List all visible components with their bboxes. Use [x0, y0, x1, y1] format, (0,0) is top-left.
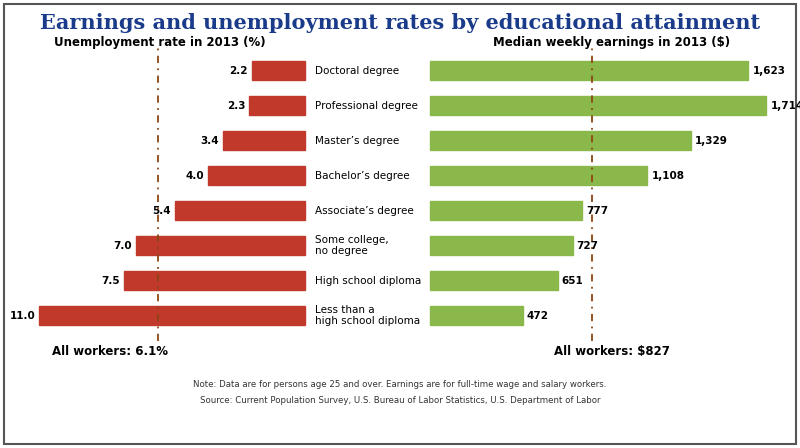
- Bar: [430, 202, 582, 220]
- Text: High school diploma: High school diploma: [315, 276, 422, 285]
- Bar: [223, 131, 305, 150]
- Text: 1,714: 1,714: [770, 100, 800, 111]
- Bar: [430, 131, 690, 150]
- Text: 1,329: 1,329: [694, 135, 728, 146]
- Text: 727: 727: [577, 241, 598, 250]
- Text: Note: Data are for persons age 25 and over. Earnings are for full-time wage and : Note: Data are for persons age 25 and ov…: [194, 379, 606, 388]
- Text: Some college,
no degree: Some college, no degree: [315, 235, 389, 256]
- Text: Median weekly earnings in 2013 ($): Median weekly earnings in 2013 ($): [494, 35, 730, 48]
- Text: All workers: 6.1%: All workers: 6.1%: [52, 345, 168, 358]
- Text: Master’s degree: Master’s degree: [315, 135, 399, 146]
- Text: Associate’s degree: Associate’s degree: [315, 206, 414, 215]
- Text: Source: Current Population Survey, U.S. Bureau of Labor Statistics, U.S. Departm: Source: Current Population Survey, U.S. …: [200, 396, 600, 405]
- Text: 7.0: 7.0: [114, 241, 132, 250]
- Bar: [430, 306, 522, 325]
- Text: 1,623: 1,623: [753, 65, 786, 76]
- Text: 2.3: 2.3: [227, 100, 246, 111]
- Bar: [430, 271, 558, 289]
- Text: 3.4: 3.4: [200, 135, 219, 146]
- Text: Doctoral degree: Doctoral degree: [315, 65, 399, 76]
- Text: Professional degree: Professional degree: [315, 100, 418, 111]
- Bar: [39, 306, 305, 325]
- Bar: [430, 61, 749, 80]
- Text: 5.4: 5.4: [152, 206, 170, 215]
- Text: All workers: $827: All workers: $827: [554, 345, 670, 358]
- Text: Unemployment rate in 2013 (%): Unemployment rate in 2013 (%): [54, 35, 266, 48]
- Text: 4.0: 4.0: [186, 171, 204, 181]
- Bar: [252, 61, 305, 80]
- Text: Bachelor’s degree: Bachelor’s degree: [315, 171, 410, 181]
- Bar: [430, 166, 647, 185]
- Bar: [174, 202, 305, 220]
- Text: 777: 777: [586, 206, 609, 215]
- Bar: [136, 237, 305, 254]
- Text: 651: 651: [562, 276, 583, 285]
- Bar: [250, 96, 305, 115]
- Text: Less than a
high school diploma: Less than a high school diploma: [315, 305, 420, 326]
- Bar: [208, 166, 305, 185]
- Text: 7.5: 7.5: [101, 276, 120, 285]
- Bar: [430, 96, 766, 115]
- Text: 2.2: 2.2: [230, 65, 248, 76]
- Text: 472: 472: [526, 310, 549, 320]
- Text: 11.0: 11.0: [10, 310, 35, 320]
- Bar: [430, 237, 573, 254]
- Text: Earnings and unemployment rates by educational attainment: Earnings and unemployment rates by educa…: [40, 13, 760, 33]
- Text: 1,108: 1,108: [651, 171, 685, 181]
- Bar: [124, 271, 305, 289]
